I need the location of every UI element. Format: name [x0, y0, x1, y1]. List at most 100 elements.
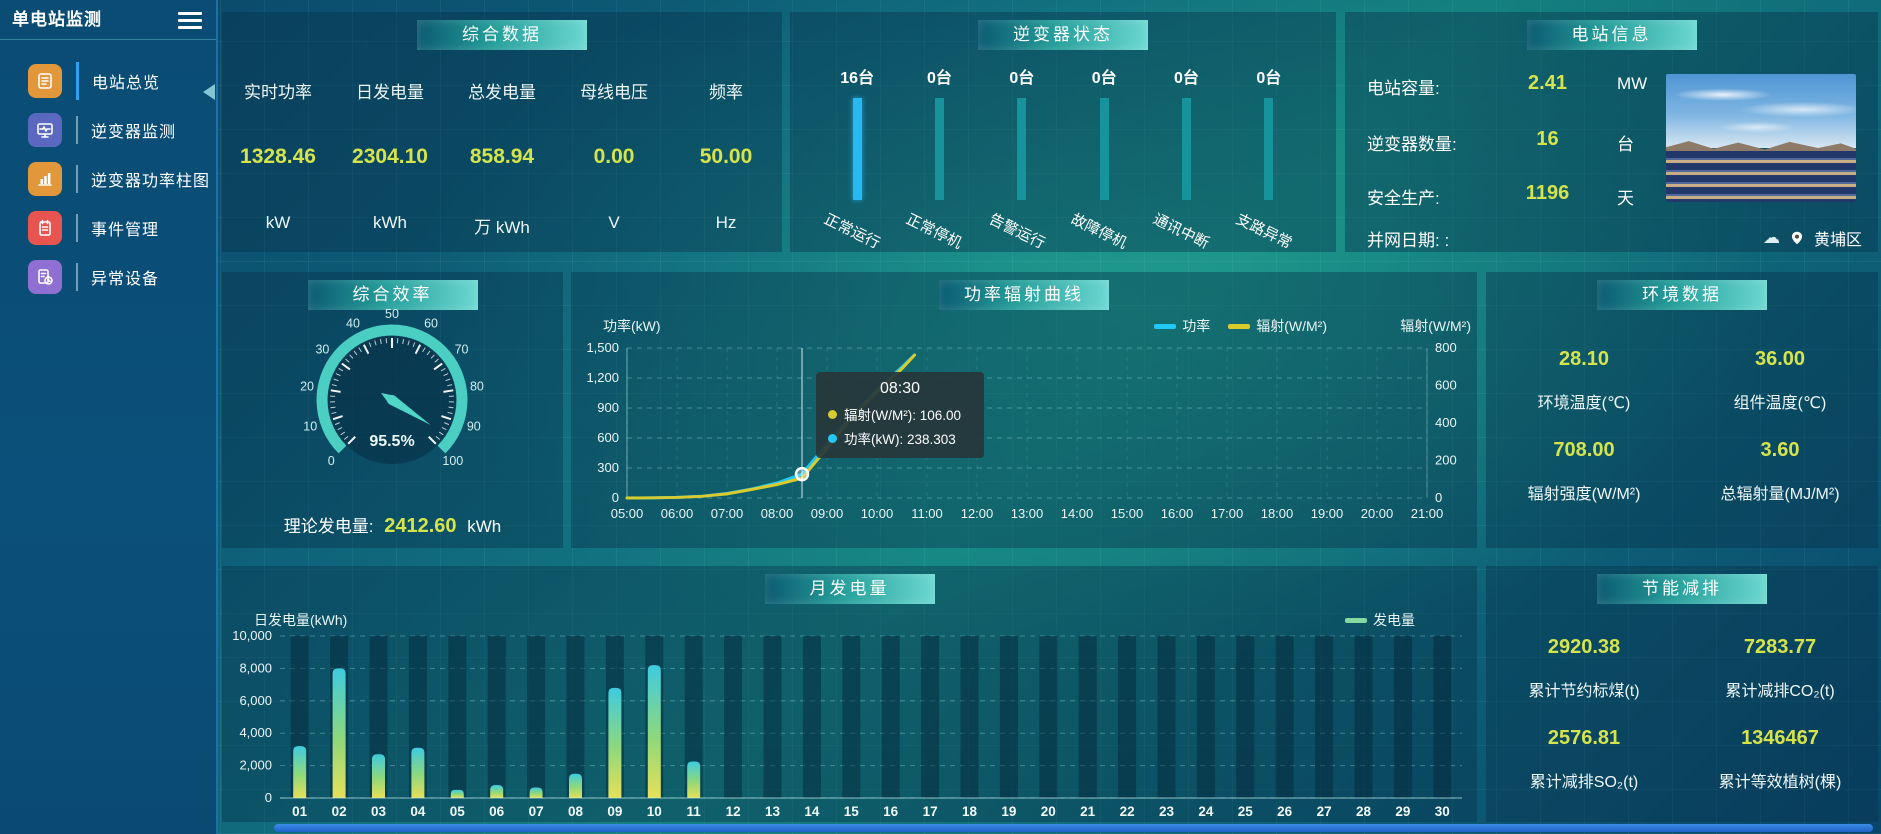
stat-label: 实时功率 [244, 83, 312, 102]
panel-title-environment: 环境数据 [1597, 280, 1767, 310]
inverter-bar [852, 98, 862, 200]
saving-label: 累计等效植树(棵) [1718, 774, 1842, 791]
station-row-unit: 台 [1617, 135, 1634, 154]
sidebar-item-2[interactable]: 逆变器监测 [0, 105, 216, 154]
panel-title-station-info: 电站信息 [1526, 20, 1697, 50]
environment-grid: 28.10 环境温度(℃) 36.00 组件温度(℃) 708.00 辐射强度(W/M²)… [1486, 272, 1878, 504]
saving-stat-4: 1346467 累计等效植树(棵) [1682, 727, 1878, 792]
stat-value: 1328.46 [240, 145, 316, 168]
monthly-chart-legend: 发电量 [1345, 610, 1415, 630]
energy-saving-grid: 2920.38 累计节约标煤(t) 7283.77 累计减排CO₂(t) 2576.81… [1486, 566, 1878, 792]
svg-text:1,500: 1,500 [586, 340, 619, 355]
svg-text:07: 07 [529, 804, 544, 819]
sidebar-item-label: 异常设备 [91, 270, 160, 288]
svg-text:06: 06 [489, 804, 505, 819]
svg-text:2,000: 2,000 [239, 758, 272, 773]
station-photo [1666, 74, 1856, 202]
left-axis-title: 功率(kW) [603, 318, 661, 334]
sidebar-item-5[interactable]: 异常设备 [0, 252, 216, 301]
collapse-sidebar-arrow[interactable] [203, 84, 215, 100]
saving-stat-2: 7283.77 累计减排CO₂(t) [1682, 636, 1878, 701]
sidebar-item-label: 逆变器功率柱图 [91, 172, 211, 190]
menu-item-divider [76, 213, 78, 242]
svg-text:0: 0 [612, 490, 619, 505]
svg-text:200: 200 [1435, 453, 1457, 468]
svg-text:30: 30 [1435, 804, 1450, 819]
environment-stat-3: 708.00 辐射强度(W/M²) [1486, 439, 1682, 504]
main-content: 综合数据 实时功率 1328.46 kW 日发电量 2304.10 kWh 总发电量 858.… [203, 0, 1881, 834]
inverter-status-item-5: 0台 通讯中断 [1145, 64, 1227, 252]
hamburger-menu-icon[interactable] [178, 12, 202, 29]
station-row-value: 16 [1536, 128, 1559, 150]
data-zoom-slider[interactable] [274, 824, 1873, 832]
generation-legend-label: 发电量 [1373, 612, 1415, 628]
svg-text:10: 10 [647, 804, 662, 819]
svg-text:40: 40 [346, 316, 360, 330]
svg-text:04: 04 [410, 804, 426, 819]
svg-text:0: 0 [265, 790, 272, 805]
legend-item-power[interactable]: 功率 [1154, 316, 1210, 336]
environment-label: 组件温度(℃) [1733, 395, 1827, 412]
saving-value: 7283.77 [1743, 636, 1817, 658]
panel-title-energy-saving: 节能减排 [1597, 574, 1767, 604]
svg-text:05:00: 05:00 [611, 506, 644, 521]
abnormal-device-icon [28, 259, 62, 294]
svg-text:0: 0 [328, 454, 335, 468]
inverter-bar [934, 98, 944, 200]
inverter-count: 0台 [1256, 70, 1282, 87]
power-legend-label: 功率 [1182, 318, 1211, 334]
sidebar-item-label: 事件管理 [91, 221, 160, 239]
stat-label: 母线电压 [580, 83, 648, 102]
svg-text:07:00: 07:00 [711, 506, 744, 521]
panel-monthly-generation: 月发电量 日发电量(kWh) 发电量 0 2,000 4,000 6,000 8,000… [222, 566, 1477, 822]
sidebar-item-3[interactable]: 逆变器功率柱图 [0, 154, 216, 203]
stat-label: 日发电量 [356, 83, 424, 102]
station-row-label: 电站容量: [1367, 79, 1440, 98]
panel-energy-saving: 节能减排 2920.38 累计节约标煤(t) 7283.77 累计减排CO₂(t) 25… [1486, 566, 1878, 822]
sidebar-item-4[interactable]: 事件管理 [0, 203, 216, 252]
inverter-bar [1017, 98, 1027, 200]
panel-power-radiation: 功率辐射曲线 功率(kW) 功率 辐射(W/M²) 辐射(W/M²) 05:00… [571, 272, 1477, 548]
svg-text:08: 08 [568, 804, 584, 819]
inverter-count: 0台 [927, 70, 952, 87]
tooltip-row: 功率(kW): 238.303 [828, 428, 972, 448]
svg-text:4,000: 4,000 [239, 725, 272, 740]
legend-item-radiation[interactable]: 辐射(W/M²) [1228, 316, 1327, 336]
monthly-generation-chart[interactable]: 0 2,000 4,000 6,000 8,000 10,000 01 02 03 04 05 06 0… [222, 628, 1477, 822]
saving-label: 累计减排SO₂(t) [1529, 774, 1639, 791]
svg-text:70: 70 [455, 342, 469, 356]
stat-unit: 万 kWh [474, 218, 530, 237]
svg-text:08:00: 08:00 [761, 506, 794, 521]
svg-text:25: 25 [1238, 804, 1254, 819]
summary-stat-2: 日发电量 2304.10 kWh [334, 78, 446, 238]
generation-legend-swatch [1345, 617, 1367, 623]
sidebar-header: 单电站监测 [0, 0, 216, 40]
sidebar-item-label: 逆变器监测 [91, 123, 177, 141]
inverter-status-item-3: 0台 告警运行 [981, 64, 1063, 252]
efficiency-gauge-chart[interactable]: 0 10 20 30 40 50 60 70 80 90 100 95.5% [262, 298, 522, 498]
inverter-status-label: 正常运行 [821, 210, 883, 253]
legend-item-generation[interactable]: 发电量 [1345, 610, 1415, 630]
environment-stat-4: 3.60 总辐射量(MJ/M²) [1682, 439, 1878, 504]
stat-label: 频率 [709, 83, 743, 102]
svg-text:18:00: 18:00 [1261, 506, 1294, 521]
summary-stat-5: 频率 50.00 Hz [670, 78, 782, 238]
station-row-unit: 天 [1617, 189, 1634, 208]
stat-label: 总发电量 [468, 83, 536, 102]
svg-text:600: 600 [1435, 378, 1457, 393]
summary-stat-1: 实时功率 1328.46 kW [222, 78, 334, 238]
stat-unit: V [608, 213, 620, 232]
chart-tooltip: 08:30 辐射(W/M²): 106.00 功率(kW): 238.303 [816, 372, 984, 458]
inverter-status-item-1: 16台 正常运行 [816, 64, 898, 252]
svg-text:20: 20 [300, 380, 314, 394]
line-chart-legend: 功率 辐射(W/M²) [1154, 316, 1327, 336]
radiation-legend-swatch [1228, 323, 1251, 329]
svg-text:15:00: 15:00 [1111, 506, 1144, 521]
location-row[interactable]: ☁ 黄埔区 [1763, 226, 1862, 250]
monthly-chart-header: 日发电量(kWh) 发电量 [222, 610, 1477, 628]
inverter-bar [1181, 98, 1191, 200]
station-row-label: 并网日期: : [1367, 231, 1450, 250]
sidebar-item-1[interactable]: 电站总览 [0, 56, 216, 105]
power-radiation-chart[interactable]: 05:00 06:00 07:00 08:00 09:00 10:00 11:00 12:00… [571, 336, 1477, 532]
monthly-axis-title: 日发电量(kWh) [254, 612, 348, 628]
